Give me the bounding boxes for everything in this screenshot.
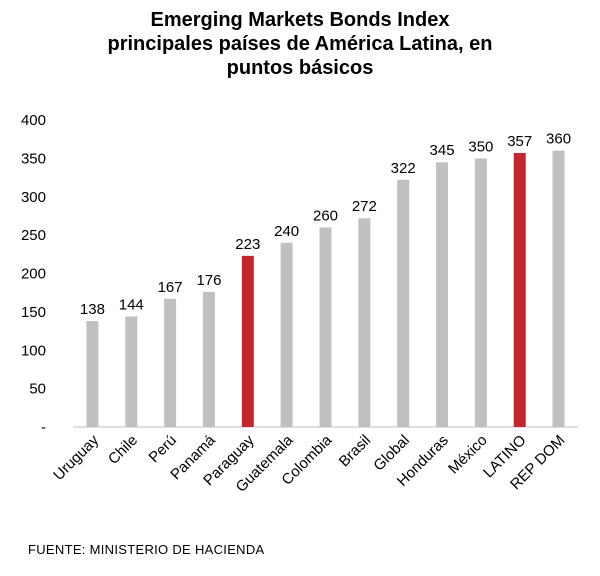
bar <box>86 321 99 427</box>
data-label: 138 <box>80 301 105 318</box>
chart-title-line-3: puntos básicos <box>226 57 374 79</box>
data-label: 176 <box>196 272 221 289</box>
y-tick-label: 350 <box>21 150 46 167</box>
data-label: 272 <box>352 198 377 215</box>
y-tick-label: 50 <box>29 381 46 398</box>
data-label: 167 <box>158 279 183 296</box>
bar <box>280 242 293 427</box>
data-label: 357 <box>507 133 532 150</box>
y-tick-label: 100 <box>21 342 46 359</box>
chart-title-line-2: principales países de América Latina, en <box>107 33 493 55</box>
y-tick-label: - <box>41 419 46 436</box>
x-tick-label: Perú <box>146 432 180 466</box>
data-label: 240 <box>274 223 299 240</box>
data-label: 144 <box>119 296 144 313</box>
bar <box>319 227 332 427</box>
x-tick-label: Chile <box>105 432 141 468</box>
chart-title-line-1: Emerging Markets Bonds Index <box>150 9 450 31</box>
bar <box>397 179 410 427</box>
bar <box>436 162 449 427</box>
data-label: 223 <box>235 236 260 253</box>
y-tick-label: 300 <box>21 189 46 206</box>
bar <box>513 153 526 427</box>
x-tick-label: Brasil <box>336 432 375 471</box>
bar <box>202 291 215 427</box>
bar <box>241 255 254 427</box>
y-tick-label: 150 <box>21 304 46 321</box>
y-tick-label: 250 <box>21 227 46 244</box>
y-tick-label: 400 <box>21 112 46 129</box>
bar <box>358 218 371 427</box>
bar <box>474 158 487 427</box>
bar <box>164 298 177 427</box>
data-label: 350 <box>468 138 493 155</box>
chart-title: Emerging Markets Bonds Index principales… <box>0 8 600 80</box>
data-label: 260 <box>313 207 338 224</box>
bar <box>125 316 138 427</box>
data-label: 360 <box>546 131 571 148</box>
source-note: FUENTE: MINISTERIO DE HACIENDA <box>28 542 265 557</box>
bar <box>552 150 565 427</box>
x-tick-label: Uruguay <box>50 431 102 483</box>
data-label: 345 <box>430 142 455 159</box>
data-label: 322 <box>391 160 416 177</box>
y-tick-label: 200 <box>21 266 46 283</box>
